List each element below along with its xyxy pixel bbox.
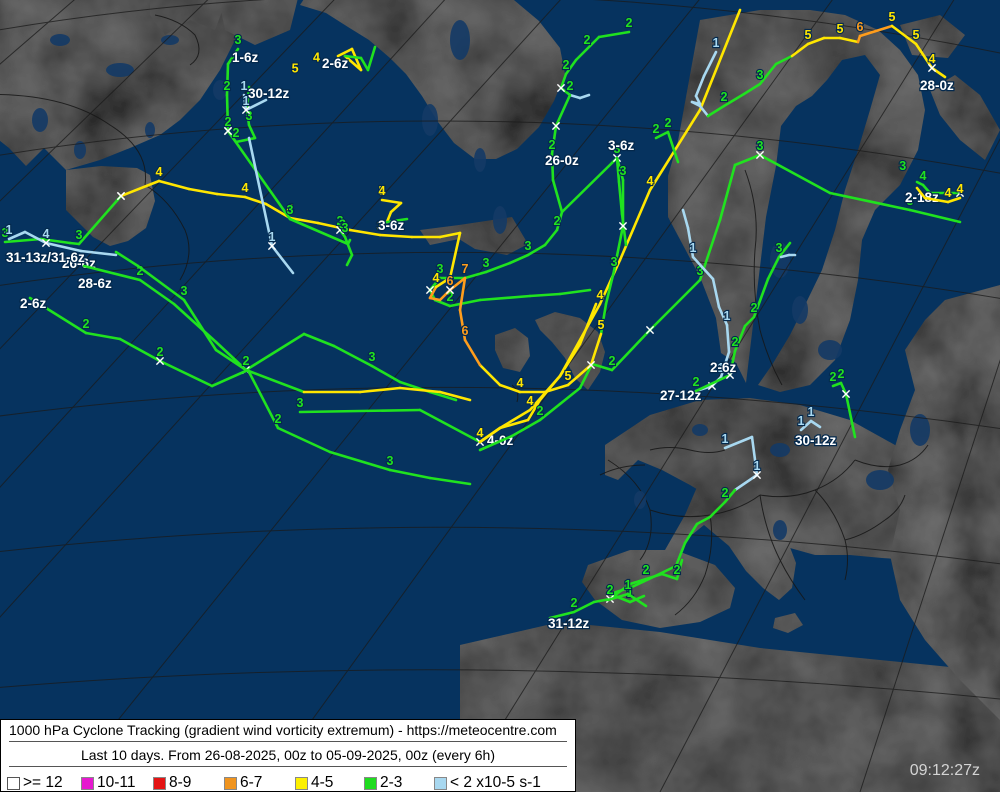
svg-text:3-6z: 3-6z	[608, 138, 635, 153]
svg-text:2: 2	[665, 116, 672, 130]
svg-text:2: 2	[275, 412, 282, 426]
svg-text:2: 2	[243, 354, 250, 368]
svg-text:1: 1	[724, 309, 731, 323]
svg-text:2: 2	[563, 58, 570, 72]
svg-text:4: 4	[242, 181, 249, 195]
svg-text:4: 4	[156, 165, 163, 179]
svg-text:26-0z: 26-0z	[545, 153, 579, 168]
svg-text:4: 4	[517, 376, 524, 390]
svg-text:2: 2	[609, 354, 616, 368]
svg-text:4: 4	[945, 186, 952, 200]
svg-text:3: 3	[757, 139, 764, 153]
svg-text:2: 2	[751, 301, 758, 315]
svg-text:7: 7	[462, 262, 469, 276]
svg-text:31-13z/31-6z: 31-13z/31-6z	[6, 250, 85, 265]
svg-text:5: 5	[598, 318, 605, 332]
svg-text:3: 3	[899, 159, 906, 173]
svg-text:2: 2	[225, 115, 232, 129]
svg-text:3: 3	[369, 350, 376, 364]
svg-text:2-6z: 2-6z	[710, 360, 737, 375]
svg-text:4: 4	[313, 51, 320, 65]
svg-text:3: 3	[287, 203, 294, 217]
svg-text:2: 2	[674, 563, 681, 577]
svg-text:6: 6	[462, 324, 469, 338]
svg-text:5: 5	[889, 10, 896, 24]
svg-text:5: 5	[913, 28, 920, 42]
svg-text:1: 1	[754, 459, 761, 473]
svg-text:2: 2	[157, 345, 164, 359]
svg-text:30-12z: 30-12z	[248, 86, 290, 101]
svg-text:1: 1	[241, 79, 248, 93]
svg-text:2: 2	[224, 79, 231, 93]
svg-text:1: 1	[690, 241, 697, 255]
svg-text:5: 5	[805, 28, 812, 42]
svg-text:4: 4	[647, 174, 654, 188]
svg-text:3: 3	[483, 256, 490, 270]
svg-text:3: 3	[776, 241, 783, 255]
svg-text:2: 2	[721, 90, 728, 104]
svg-text:1: 1	[798, 414, 805, 428]
svg-text:4: 4	[957, 182, 964, 196]
svg-text:4: 4	[43, 227, 50, 241]
svg-text:3: 3	[620, 164, 627, 178]
svg-text:1: 1	[713, 36, 720, 50]
svg-text:5: 5	[837, 22, 844, 36]
svg-text:2: 2	[584, 33, 591, 47]
svg-text:2: 2	[722, 486, 729, 500]
svg-text:3-6z: 3-6z	[378, 218, 405, 233]
svg-text:2: 2	[732, 335, 739, 349]
svg-text:3: 3	[757, 68, 764, 82]
svg-text:2: 2	[537, 404, 544, 418]
svg-text:1-6z: 1-6z	[232, 50, 259, 65]
svg-text:2: 2	[830, 370, 837, 384]
svg-text:2-6z: 2-6z	[20, 296, 47, 311]
svg-text:2: 2	[838, 367, 845, 381]
svg-text:3: 3	[525, 239, 532, 253]
svg-text:4: 4	[477, 426, 484, 440]
svg-text:2: 2	[643, 563, 650, 577]
svg-text:2: 2	[549, 138, 556, 152]
svg-text:28-0z: 28-0z	[920, 78, 954, 93]
svg-text:3: 3	[387, 454, 394, 468]
svg-text:2: 2	[567, 79, 574, 93]
svg-text:31-12z: 31-12z	[548, 616, 590, 631]
svg-text:4: 4	[433, 271, 440, 285]
svg-text:1: 1	[6, 223, 13, 237]
svg-text:4: 4	[527, 394, 534, 408]
svg-text:2: 2	[626, 16, 633, 30]
svg-text:2: 2	[607, 583, 614, 597]
svg-text:3: 3	[342, 221, 349, 235]
svg-text:1: 1	[722, 432, 729, 446]
svg-text:2: 2	[693, 375, 700, 389]
svg-text:1: 1	[808, 405, 815, 419]
svg-text:2-6z: 2-6z	[322, 56, 349, 71]
svg-text:2: 2	[233, 126, 240, 140]
svg-text:3: 3	[297, 396, 304, 410]
svg-text:2: 2	[653, 122, 660, 136]
svg-text:1: 1	[625, 578, 632, 592]
svg-text:2: 2	[554, 214, 561, 228]
svg-text:3: 3	[235, 33, 242, 47]
svg-text:6: 6	[447, 274, 454, 288]
svg-text:2: 2	[83, 317, 90, 331]
svg-text:4: 4	[929, 52, 936, 66]
svg-text:6: 6	[857, 20, 864, 34]
svg-text:5: 5	[565, 369, 572, 383]
svg-text:3: 3	[76, 228, 83, 242]
svg-text:3: 3	[181, 284, 188, 298]
svg-text:1: 1	[269, 230, 276, 244]
svg-text:2: 2	[571, 596, 578, 610]
svg-text:30-12z: 30-12z	[795, 433, 837, 448]
svg-text:28-6z: 28-6z	[78, 276, 112, 291]
svg-text:4: 4	[379, 184, 386, 198]
svg-text:3: 3	[611, 255, 618, 269]
svg-text:4: 4	[920, 169, 927, 183]
svg-text:4: 4	[597, 288, 604, 302]
svg-text:5: 5	[292, 62, 299, 76]
